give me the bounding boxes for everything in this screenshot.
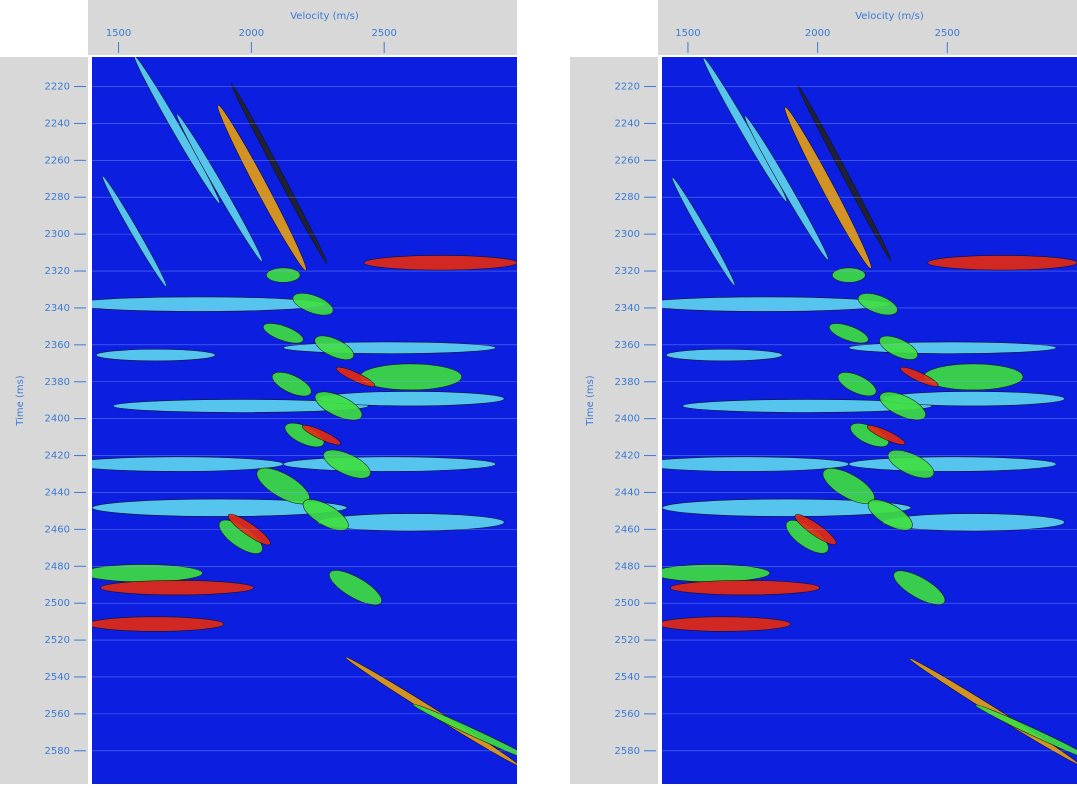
y-tick-label: 2300 [615, 229, 640, 240]
semblance-blob [641, 297, 890, 312]
plot-background [662, 57, 1077, 784]
x-tick-label: 1500 [106, 28, 131, 39]
semblance-blob [641, 457, 849, 472]
x-axis-label: Velocity (m/s) [290, 11, 359, 22]
semblance-blob [654, 564, 770, 581]
y-tick-label: 2420 [45, 451, 70, 462]
y-tick-label: 2580 [615, 746, 640, 757]
y-tick-label: 2440 [615, 487, 640, 498]
semblance-blob [71, 297, 326, 312]
y-tick-label: 2580 [45, 746, 70, 757]
y-tick-label: 2240 [615, 118, 640, 129]
semblance-blob [88, 617, 224, 632]
y-tick-label: 2540 [615, 672, 640, 683]
x-tick-label: 2500 [371, 28, 396, 39]
x-tick-label: 2000 [239, 28, 264, 39]
y-tick-label: 2380 [45, 377, 70, 388]
x-tick-label: 2500 [935, 28, 960, 39]
semblance-blob [832, 268, 865, 283]
x-axis-strip [658, 0, 1077, 55]
y-tick-label: 2360 [45, 340, 70, 351]
y-tick-label: 2500 [45, 598, 70, 609]
y-tick-label: 2380 [615, 377, 640, 388]
y-tick-label: 2220 [45, 82, 70, 93]
y-tick-label: 2560 [615, 709, 640, 720]
y-tick-label: 2480 [45, 561, 70, 572]
semblance-blob [283, 342, 496, 354]
y-tick-label: 2260 [45, 155, 70, 166]
semblance-panel: 2220 2240 2260 2280 2300 2320 2340 2360 2380 2400… [0, 0, 538, 784]
semblance-blob [364, 255, 517, 270]
y-tick-label: 2360 [615, 340, 640, 351]
semblance-blob [666, 349, 782, 361]
y-tick-label: 2320 [45, 266, 70, 277]
y-tick-label: 2460 [45, 524, 70, 535]
y-tick-label: 2280 [45, 192, 70, 203]
x-tick-label: 2000 [805, 28, 830, 39]
semblance-blob [283, 457, 496, 472]
semblance-blob [360, 364, 462, 390]
semblance-panel: 2220 2240 2260 2280 2300 2320 2340 2360 2380 2400… [570, 0, 1077, 784]
semblance-blob [266, 268, 300, 283]
semblance-blob [670, 580, 819, 595]
y-tick-label: 2340 [615, 303, 640, 314]
y-tick-label: 2520 [45, 635, 70, 646]
y-tick-label: 2500 [615, 598, 640, 609]
y-axis-label: Time (ms) [585, 375, 596, 427]
y-tick-label: 2440 [45, 487, 70, 498]
semblance-blob [101, 580, 254, 595]
semblance-blob [658, 617, 791, 632]
y-tick-label: 2400 [45, 414, 70, 425]
y-tick-label: 2320 [615, 266, 640, 277]
semblance-blob [923, 364, 1023, 390]
semblance-blob [96, 349, 215, 361]
y-tick-label: 2340 [45, 303, 70, 314]
y-tick-label: 2460 [615, 524, 640, 535]
y-tick-label: 2300 [45, 229, 70, 240]
semblance-blob [84, 564, 203, 581]
y-tick-label: 2560 [45, 709, 70, 720]
y-tick-label: 2240 [45, 118, 70, 129]
plot-area [71, 54, 538, 784]
y-tick-label: 2480 [615, 561, 640, 572]
y-tick-label: 2220 [615, 82, 640, 93]
plot-area [641, 56, 1077, 784]
y-tick-label: 2420 [615, 451, 640, 462]
y-tick-label: 2260 [615, 155, 640, 166]
y-tick-label: 2280 [615, 192, 640, 203]
x-axis-label: Velocity (m/s) [855, 11, 924, 22]
y-tick-label: 2400 [615, 414, 640, 425]
x-tick-label: 1500 [675, 28, 700, 39]
plot-background [92, 57, 517, 784]
y-axis-label: Time (ms) [15, 375, 26, 427]
y-tick-label: 2520 [615, 635, 640, 646]
y-tick-label: 2540 [45, 672, 70, 683]
semblance-figure: 2220 2240 2260 2280 2300 2320 2340 2360 2380 2400… [0, 0, 1077, 784]
semblance-blob [849, 457, 1057, 472]
semblance-blob [71, 457, 284, 472]
x-axis-strip [88, 0, 517, 55]
semblance-blob [928, 255, 1077, 270]
